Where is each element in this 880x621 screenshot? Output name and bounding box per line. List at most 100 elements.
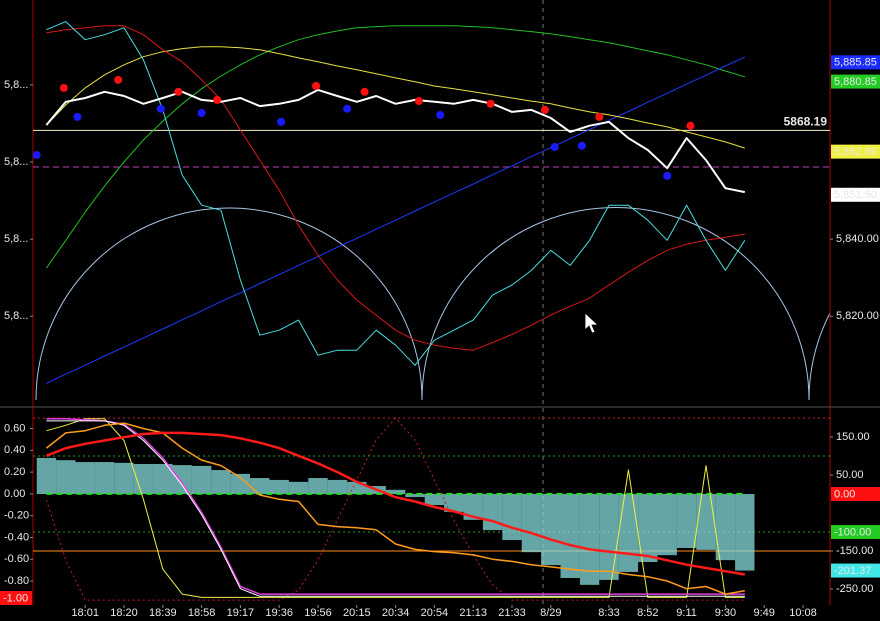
histogram-bar [36,457,57,495]
y2-tick-label: -150.00 [836,545,873,557]
histogram-bar [75,462,95,495]
swing-marker [73,112,82,121]
level-label: 5868.19 [784,115,828,129]
histogram-bar [541,494,561,566]
histogram-bar [385,489,406,495]
swing-marker [343,104,352,113]
swing-marker [414,97,423,106]
y2-tick-label: 150.00 [836,431,870,443]
value-tag-label: 5,880.85 [834,76,877,88]
value-tag-label: 5,862.69 [834,146,877,158]
y-tick-label: 5,8... [4,310,28,322]
histogram-bar [502,494,522,540]
x-tick-label: 9:49 [753,607,774,619]
series-line [46,25,745,351]
value-tag-label: -100.00 [834,526,871,538]
y-tick-label: -0.20 [4,510,29,522]
y-tick-label: -0.40 [4,531,29,543]
histogram-bar [211,470,231,495]
histogram-bar [114,462,134,495]
y-tick-label: 5,8... [4,156,28,168]
price-panel [33,21,830,384]
value-tag [831,55,880,70]
swing-marker [577,141,586,150]
value-tag-label: 5,885.85 [834,57,877,69]
y-tick-label: 5,8... [4,233,28,245]
histogram-bar [288,481,309,495]
y-tick-label: -0.80 [4,575,29,587]
x-tick-label: 18:20 [110,607,138,619]
value-tag [831,525,880,540]
histogram-bar [715,494,736,561]
swing-marker [174,87,183,96]
histogram-bar [308,478,328,495]
swing-marker [360,87,369,96]
y2-tick-label: 5,820.00 [836,310,879,322]
swing-marker [156,104,165,113]
value-tag-label: -201.37 [834,565,871,577]
value-tag-label: 5,851.50 [834,189,877,201]
series-line [46,46,745,149]
histogram-bar [405,494,425,498]
y-tick-label: 5,8... [4,79,28,91]
series-line [45,88,745,194]
swing-marker [550,142,559,151]
swing-marker [114,75,123,84]
series-line [46,417,745,595]
x-tick-label: 8/29 [540,607,561,619]
histogram-bar [463,494,483,520]
x-tick-label: 8:52 [637,607,658,619]
histogram-bar [618,494,639,572]
x-tick-label: 20:54 [421,607,449,619]
histogram-bar [133,463,154,495]
y-tick-label: 0.20 [4,466,25,478]
value-tag [831,563,880,578]
series-line [46,420,745,597]
histogram-bar [269,479,289,495]
series-line [45,431,746,576]
histogram-bar [56,460,76,495]
cycle-arcs [35,207,830,401]
histogram-bar [735,494,755,571]
y-tick-label: 0.00 [4,488,25,500]
histogram-bar [676,494,697,548]
x-tick-label: 19:56 [304,607,332,619]
histogram-bar [191,465,212,495]
value-tag-label: 0.00 [834,488,855,500]
x-tick-label: 18:01 [71,607,99,619]
mouse-cursor [584,312,600,334]
value-tag-label: -1.00 [3,592,28,604]
histogram-bar [172,465,192,495]
swing-marker [197,109,206,118]
x-tick-label: 21:33 [498,607,526,619]
y-tick-label: -0.60 [4,553,29,565]
swing-marker [59,83,68,92]
x-tick-label: 21:13 [459,607,487,619]
y2-tick-label: 5,840.00 [836,233,879,245]
value-tag [0,591,32,605]
swing-marker [213,95,222,104]
y2-tick-label: 50.00 [836,469,864,481]
x-tick-label: 19:36 [265,607,293,619]
y-tick-label: 0.40 [4,444,25,456]
swing-marker [540,105,549,114]
histogram-bar [230,473,251,495]
series-line [46,56,746,384]
value-tag [831,487,880,502]
indicator-panel [33,417,830,601]
histogram-bar [599,494,619,580]
x-tick-label: 18:58 [188,607,216,619]
series-line [45,25,745,269]
x-tick-label: 20:15 [343,607,371,619]
x-tick-label: 9:11 [676,607,697,619]
series-line [45,417,745,601]
histogram-bar [521,494,542,553]
value-tag [831,187,880,202]
x-tick-label: 9:30 [715,607,736,619]
histogram-bar [638,494,658,563]
swing-marker [33,151,41,160]
histogram-bar [153,463,173,495]
x-tick-label: 10:08 [789,607,817,619]
